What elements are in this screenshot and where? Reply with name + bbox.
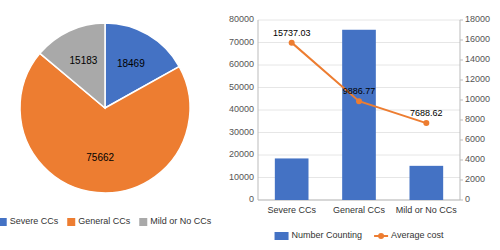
legend: Number Counting Average cost bbox=[275, 230, 444, 240]
data-label: 75662 bbox=[86, 152, 114, 163]
legend-swatch bbox=[0, 218, 7, 226]
tick-label: 12000 bbox=[465, 74, 490, 84]
tick-label: 14000 bbox=[465, 54, 490, 64]
legend-item: Severe CCs bbox=[0, 216, 59, 226]
legend-item: Number Counting bbox=[275, 230, 363, 240]
legend-swatch bbox=[67, 218, 75, 226]
tick-label: Severe CCs bbox=[267, 205, 316, 215]
pie-chart: 18469 75662 15183 Severe CCs General CCs Mild… bbox=[0, 23, 212, 226]
legend-swatch bbox=[378, 233, 384, 239]
legend-label: Average cost bbox=[391, 230, 444, 240]
data-labels: 15737.03 9886.77 7688.62 bbox=[273, 28, 443, 118]
chart: 18469 75662 15183 Severe CCs General CCs Mild… bbox=[0, 0, 500, 250]
pie-slice bbox=[40, 23, 105, 108]
legend-swatch bbox=[275, 232, 289, 240]
marker bbox=[356, 98, 362, 104]
pie-slices bbox=[20, 23, 190, 193]
axis-line bbox=[258, 20, 259, 200]
tick-label: 30000 bbox=[229, 127, 254, 137]
plot-area bbox=[275, 30, 443, 200]
grid-line bbox=[258, 20, 460, 21]
legend-label: Number Counting bbox=[292, 230, 363, 240]
legend-label: General CCs bbox=[78, 216, 131, 226]
axis-line bbox=[460, 20, 461, 200]
bar bbox=[275, 158, 309, 200]
marker bbox=[289, 40, 295, 46]
legend: Severe CCs General CCs Mild or No CCs bbox=[0, 216, 212, 226]
tick-label: Mild or No CCs bbox=[396, 205, 458, 215]
bar bbox=[342, 30, 376, 200]
data-label: 15183 bbox=[70, 55, 98, 66]
combo-chart: 0100002000030000400005000060000700008000… bbox=[229, 14, 490, 240]
tick-label: 10000 bbox=[229, 172, 254, 182]
data-label: 7688.62 bbox=[410, 108, 443, 118]
tick-label: 4000 bbox=[465, 154, 485, 164]
tick-label: 16000 bbox=[465, 34, 490, 44]
legend-item: General CCs bbox=[67, 216, 131, 226]
tick-label: 18000 bbox=[465, 14, 490, 24]
tick-label: 2000 bbox=[465, 174, 485, 184]
tick-label: 0 bbox=[465, 194, 470, 204]
data-label: 9886.77 bbox=[343, 86, 376, 96]
legend-label: Mild or No CCs bbox=[150, 216, 212, 226]
legend-item: Average cost bbox=[374, 230, 444, 240]
data-label: 15737.03 bbox=[273, 28, 311, 38]
legend-swatch bbox=[139, 218, 147, 226]
legend-item: Mild or No CCs bbox=[139, 216, 212, 226]
tick-label: 40000 bbox=[229, 104, 254, 114]
legend-label: Severe CCs bbox=[10, 216, 59, 226]
tick-label: 6000 bbox=[465, 134, 485, 144]
tick-label: 50000 bbox=[229, 82, 254, 92]
marker bbox=[423, 120, 429, 126]
tick-label: 20000 bbox=[229, 149, 254, 159]
tick-label: 0 bbox=[249, 194, 254, 204]
tick-label: 80000 bbox=[229, 14, 254, 24]
y-axis: 0 10000 20000 30000 40000 50000 60000 70000 8000… bbox=[229, 14, 460, 204]
y2-axis: 0 2000 4000 6000 8000 10000 12000 14000 16000 180… bbox=[460, 14, 490, 204]
tick-label: 10000 bbox=[465, 94, 490, 104]
x-axis: Severe CCs General CCs Mild or No CCs bbox=[258, 200, 460, 215]
tick-label: 60000 bbox=[229, 59, 254, 69]
tick-label: 8000 bbox=[465, 114, 485, 124]
line bbox=[292, 43, 427, 123]
tick-label: 70000 bbox=[229, 37, 254, 47]
pie-labels: 18469 75662 15183 bbox=[70, 55, 146, 163]
data-label: 18469 bbox=[117, 58, 145, 69]
bar bbox=[410, 166, 444, 200]
tick-label: General CCs bbox=[333, 205, 386, 215]
page: {"chart_data": [ {"type": "pie", "catego… bbox=[0, 0, 500, 250]
